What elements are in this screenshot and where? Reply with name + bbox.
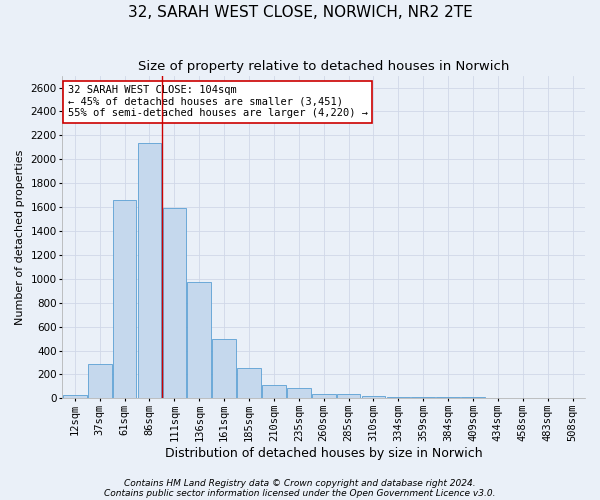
Bar: [237, 368, 261, 398]
Bar: [386, 396, 410, 398]
Y-axis label: Number of detached properties: Number of detached properties: [15, 150, 25, 324]
Bar: [137, 142, 161, 398]
Bar: [88, 364, 112, 398]
Bar: [312, 394, 335, 398]
Bar: [262, 385, 286, 398]
Text: 32, SARAH WEST CLOSE, NORWICH, NR2 2TE: 32, SARAH WEST CLOSE, NORWICH, NR2 2TE: [128, 5, 472, 20]
Bar: [412, 397, 435, 398]
X-axis label: Distribution of detached houses by size in Norwich: Distribution of detached houses by size …: [165, 447, 482, 460]
Text: 32 SARAH WEST CLOSE: 104sqm
← 45% of detached houses are smaller (3,451)
55% of : 32 SARAH WEST CLOSE: 104sqm ← 45% of det…: [68, 85, 368, 118]
Text: Contains HM Land Registry data © Crown copyright and database right 2024.: Contains HM Land Registry data © Crown c…: [124, 478, 476, 488]
Bar: [63, 395, 86, 398]
Text: Contains public sector information licensed under the Open Government Licence v3: Contains public sector information licen…: [104, 488, 496, 498]
Bar: [362, 396, 385, 398]
Bar: [287, 388, 311, 398]
Bar: [212, 338, 236, 398]
Bar: [187, 282, 211, 399]
Title: Size of property relative to detached houses in Norwich: Size of property relative to detached ho…: [138, 60, 509, 73]
Bar: [113, 200, 136, 398]
Bar: [337, 394, 361, 398]
Bar: [163, 208, 186, 398]
